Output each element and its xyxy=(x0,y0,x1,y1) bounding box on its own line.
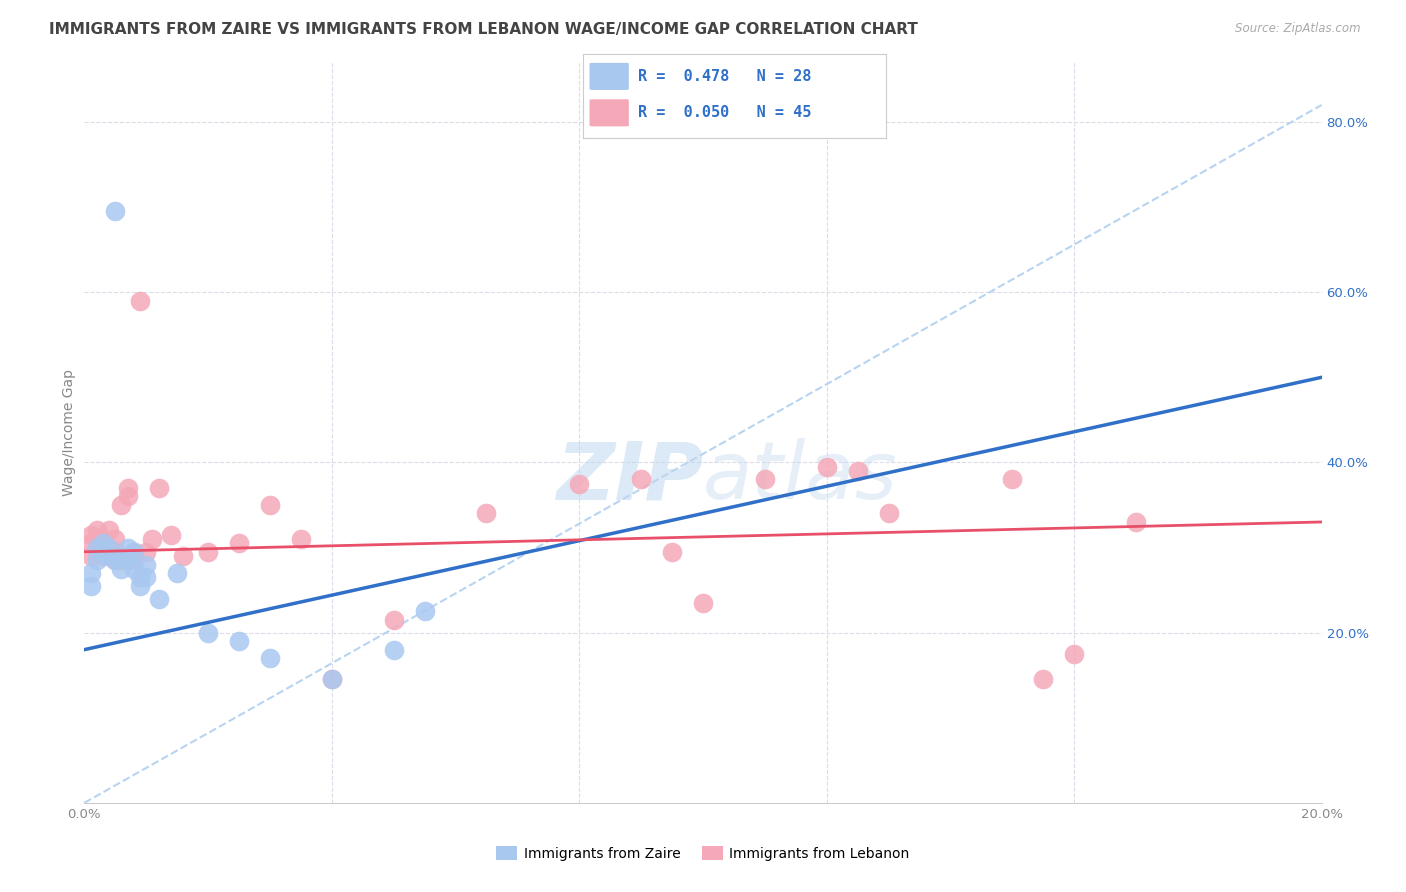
Point xyxy=(91,545,114,559)
Point xyxy=(382,613,405,627)
Point xyxy=(117,553,139,567)
Point xyxy=(1125,515,1147,529)
FancyBboxPatch shape xyxy=(589,62,628,90)
Text: R =  0.050   N = 45: R = 0.050 N = 45 xyxy=(638,105,811,120)
Point xyxy=(1032,673,1054,687)
Point xyxy=(321,673,343,687)
Point xyxy=(117,481,139,495)
Point xyxy=(321,673,343,687)
Point xyxy=(110,562,132,576)
Point xyxy=(98,541,121,555)
Point xyxy=(129,293,152,308)
Point xyxy=(754,472,776,486)
Point xyxy=(91,549,114,563)
Point xyxy=(148,591,170,606)
Point xyxy=(382,642,405,657)
Point xyxy=(846,464,869,478)
Text: atlas: atlas xyxy=(703,438,898,516)
Point xyxy=(141,532,163,546)
Point xyxy=(160,527,183,541)
Point xyxy=(135,558,157,572)
Point xyxy=(122,562,145,576)
Point xyxy=(228,536,250,550)
Point xyxy=(98,541,121,555)
Point xyxy=(228,634,250,648)
Point xyxy=(79,536,101,550)
Point xyxy=(815,459,838,474)
Point xyxy=(129,579,152,593)
Point xyxy=(148,481,170,495)
Point xyxy=(197,545,219,559)
Point xyxy=(91,541,114,555)
Point xyxy=(79,566,101,580)
Point xyxy=(1001,472,1024,486)
Point xyxy=(86,553,108,567)
Point xyxy=(79,579,101,593)
Point xyxy=(172,549,194,563)
Point xyxy=(129,570,152,584)
Point xyxy=(98,549,121,563)
Point xyxy=(86,532,108,546)
Point xyxy=(197,625,219,640)
Point xyxy=(475,507,498,521)
Point xyxy=(110,553,132,567)
Point xyxy=(413,604,436,618)
Point xyxy=(104,532,127,546)
Text: Source: ZipAtlas.com: Source: ZipAtlas.com xyxy=(1236,22,1361,36)
Point xyxy=(86,541,108,555)
Point xyxy=(117,490,139,504)
Point xyxy=(104,545,127,559)
Point xyxy=(86,524,108,538)
Point xyxy=(1063,647,1085,661)
Point xyxy=(86,545,108,559)
Point xyxy=(290,532,312,546)
Point xyxy=(259,651,281,665)
Point xyxy=(104,553,127,567)
Point xyxy=(135,545,157,559)
Point xyxy=(259,498,281,512)
Text: R =  0.478   N = 28: R = 0.478 N = 28 xyxy=(638,69,811,84)
Point xyxy=(568,476,591,491)
Point xyxy=(91,536,114,550)
Point xyxy=(79,527,101,541)
Point xyxy=(110,498,132,512)
Point xyxy=(692,596,714,610)
Point xyxy=(91,532,114,546)
Point xyxy=(630,472,652,486)
Point xyxy=(122,545,145,559)
Point xyxy=(98,524,121,538)
Y-axis label: Wage/Income Gap: Wage/Income Gap xyxy=(62,369,76,496)
Point xyxy=(122,553,145,567)
FancyBboxPatch shape xyxy=(589,99,628,127)
Point xyxy=(661,545,683,559)
Point xyxy=(110,549,132,563)
Point xyxy=(104,553,127,567)
Text: ZIP: ZIP xyxy=(555,438,703,516)
Point xyxy=(79,549,101,563)
Point xyxy=(122,545,145,559)
Text: IMMIGRANTS FROM ZAIRE VS IMMIGRANTS FROM LEBANON WAGE/INCOME GAP CORRELATION CHA: IMMIGRANTS FROM ZAIRE VS IMMIGRANTS FROM… xyxy=(49,22,918,37)
Point xyxy=(135,570,157,584)
Point xyxy=(877,507,900,521)
Point xyxy=(104,204,127,219)
Point xyxy=(117,541,139,555)
Legend: Immigrants from Zaire, Immigrants from Lebanon: Immigrants from Zaire, Immigrants from L… xyxy=(491,840,915,866)
Point xyxy=(166,566,188,580)
